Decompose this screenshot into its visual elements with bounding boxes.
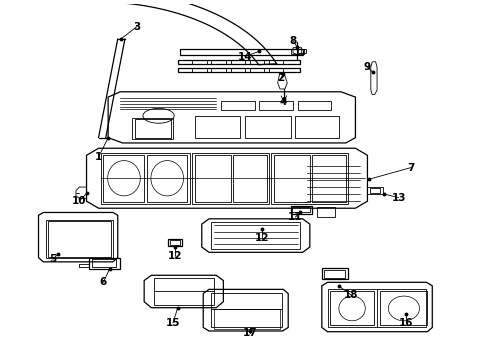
Bar [154, 278, 214, 305]
Bar [195, 117, 240, 138]
Bar [274, 154, 310, 202]
Bar [195, 154, 231, 202]
Text: 14: 14 [238, 51, 252, 62]
Bar [192, 68, 207, 72]
Bar [103, 154, 144, 202]
Text: 13: 13 [392, 193, 406, 203]
Text: 8: 8 [290, 36, 296, 46]
Bar [291, 206, 312, 213]
Bar [89, 258, 120, 269]
Bar [233, 154, 267, 202]
Bar [211, 293, 282, 328]
Text: 3: 3 [133, 22, 141, 32]
Bar [211, 68, 226, 72]
Bar [269, 68, 283, 72]
Bar [295, 117, 339, 138]
Bar [180, 49, 303, 55]
Bar [370, 188, 380, 193]
Bar [259, 101, 293, 110]
Bar [221, 101, 255, 110]
Bar [292, 207, 310, 212]
Bar [132, 118, 173, 139]
Bar [271, 153, 348, 204]
Text: 15: 15 [166, 318, 180, 328]
Bar [291, 49, 304, 54]
Bar [147, 154, 187, 202]
Bar [298, 49, 306, 53]
Bar [101, 153, 190, 204]
Text: 4: 4 [280, 98, 287, 107]
Bar [231, 68, 245, 72]
Text: 7: 7 [407, 163, 415, 173]
Bar [168, 239, 182, 246]
Bar [298, 101, 331, 110]
Text: 9: 9 [364, 62, 371, 72]
Bar [328, 289, 426, 328]
Bar [324, 270, 345, 278]
Bar [368, 187, 383, 194]
Bar [322, 268, 348, 279]
Bar [211, 222, 300, 249]
Text: 16: 16 [399, 318, 413, 328]
Bar [135, 119, 171, 138]
Bar [250, 68, 264, 72]
Text: 10: 10 [72, 196, 87, 206]
Text: 5: 5 [49, 255, 56, 264]
Bar [380, 292, 427, 325]
Bar [317, 207, 335, 217]
Text: 12: 12 [168, 251, 183, 261]
Bar [245, 117, 291, 138]
Bar [214, 310, 280, 329]
Text: 18: 18 [343, 290, 358, 300]
Bar [211, 60, 226, 64]
Bar [312, 154, 346, 202]
Bar [231, 60, 245, 64]
Bar [170, 240, 180, 245]
Bar [48, 221, 111, 257]
Bar [250, 60, 264, 64]
Bar [92, 259, 116, 267]
Text: 6: 6 [100, 277, 107, 287]
Bar [192, 60, 207, 64]
Text: 1: 1 [95, 152, 102, 162]
Bar [330, 292, 374, 325]
Bar [269, 60, 283, 64]
Bar [46, 220, 113, 258]
Bar [192, 153, 269, 204]
Bar [178, 60, 300, 64]
Text: 12: 12 [255, 233, 269, 243]
Text: 11: 11 [288, 212, 303, 222]
Bar [178, 68, 300, 72]
Text: 17: 17 [243, 328, 257, 338]
Text: 2: 2 [277, 73, 285, 83]
